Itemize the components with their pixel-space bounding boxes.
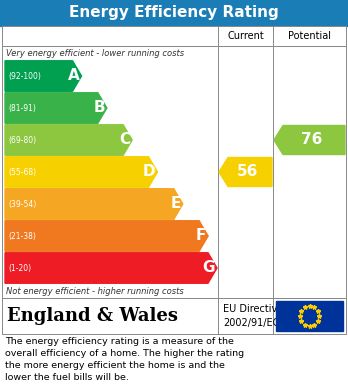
Text: 76: 76 bbox=[301, 133, 322, 147]
Polygon shape bbox=[5, 61, 81, 91]
Bar bbox=[0, 0, 348, 26]
Text: A: A bbox=[68, 68, 80, 84]
Bar bbox=[2, 26, 346, 46]
Text: G: G bbox=[203, 260, 215, 276]
Text: Potential: Potential bbox=[288, 31, 331, 41]
Polygon shape bbox=[5, 221, 208, 251]
Polygon shape bbox=[5, 125, 132, 155]
Text: Not energy efficient - higher running costs: Not energy efficient - higher running co… bbox=[6, 287, 184, 296]
Text: 56: 56 bbox=[237, 165, 258, 179]
Text: (21-38): (21-38) bbox=[8, 231, 36, 240]
Text: Energy Efficiency Rating: Energy Efficiency Rating bbox=[69, 5, 279, 20]
Text: D: D bbox=[143, 165, 156, 179]
Polygon shape bbox=[5, 253, 217, 283]
Text: The energy efficiency rating is a measure of the
overall efficiency of a home. T: The energy efficiency rating is a measur… bbox=[5, 337, 244, 382]
Text: F: F bbox=[196, 228, 206, 244]
Text: (55-68): (55-68) bbox=[8, 167, 36, 176]
Text: C: C bbox=[119, 133, 130, 147]
Text: England & Wales: England & Wales bbox=[7, 307, 178, 325]
Polygon shape bbox=[274, 126, 345, 154]
Bar bbox=[276, 301, 343, 331]
Text: (1-20): (1-20) bbox=[8, 264, 31, 273]
Text: EU Directive
2002/91/EC: EU Directive 2002/91/EC bbox=[223, 305, 283, 328]
Polygon shape bbox=[5, 157, 158, 187]
Text: (39-54): (39-54) bbox=[8, 199, 36, 208]
Text: Current: Current bbox=[227, 31, 264, 41]
Polygon shape bbox=[5, 189, 183, 219]
Polygon shape bbox=[219, 158, 272, 187]
Text: (69-80): (69-80) bbox=[8, 136, 36, 145]
Bar bbox=[2, 298, 346, 334]
Text: E: E bbox=[171, 197, 181, 212]
Text: Very energy efficient - lower running costs: Very energy efficient - lower running co… bbox=[6, 48, 184, 57]
Text: (81-91): (81-91) bbox=[8, 104, 36, 113]
Polygon shape bbox=[5, 93, 107, 123]
Bar bbox=[2, 46, 346, 298]
Text: (92-100): (92-100) bbox=[8, 72, 41, 81]
Text: B: B bbox=[93, 100, 105, 115]
